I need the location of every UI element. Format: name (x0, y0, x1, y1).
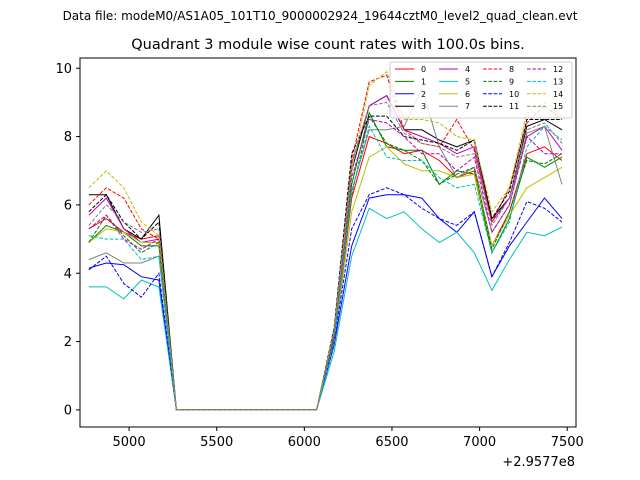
x-offset-label: +2.9577e8 (502, 455, 575, 470)
x-tick-label: 7500 (551, 435, 584, 450)
y-tick-label: 4 (64, 267, 72, 282)
y-tick-label: 8 (64, 130, 72, 145)
series-line-9 (88, 114, 563, 411)
x-tick-label: 7000 (463, 435, 496, 450)
series-line-13 (88, 124, 563, 411)
legend-label-8: 8 (509, 65, 514, 74)
series-line-14 (88, 70, 563, 411)
figure-suptitle: Data file: modeM0/AS1A05_101T10_90000029… (63, 9, 578, 23)
legend-label-15: 15 (553, 102, 563, 111)
y-tick-label: 10 (55, 62, 72, 77)
legend-label-9: 9 (509, 77, 514, 86)
x-tick-label: 5000 (113, 435, 146, 450)
legend-label-2: 2 (421, 90, 426, 99)
legend-label-6: 6 (465, 90, 470, 99)
y-tick-label: 6 (64, 198, 72, 213)
legend-label-14: 14 (553, 90, 563, 99)
legend-label-0: 0 (421, 65, 426, 74)
legend-frame (389, 61, 573, 119)
y-tick-label: 0 (64, 403, 72, 418)
legend-label-3: 3 (421, 102, 426, 111)
legend-label-4: 4 (465, 65, 470, 74)
x-tick-label: 6500 (375, 435, 408, 450)
series-line-15 (88, 101, 563, 411)
x-tick-label: 6000 (288, 435, 321, 450)
legend-label-5: 5 (465, 77, 470, 86)
y-axis: 0 2 4 6 8 10 (55, 62, 80, 418)
legend-label-12: 12 (553, 65, 563, 74)
series-line-5 (88, 207, 563, 411)
legend-label-10: 10 (509, 90, 519, 99)
legend-label-11: 11 (509, 102, 519, 111)
chart-title: Quadrant 3 module wise count rates with … (131, 37, 525, 53)
x-axis: 5000 5500 6000 6500 7000 7500 (113, 427, 584, 450)
legend-label-1: 1 (421, 77, 426, 86)
x-tick-label: 5500 (200, 435, 233, 450)
plot-lines (88, 70, 563, 411)
legend-label-13: 13 (553, 77, 563, 86)
legend-label-7: 7 (465, 102, 470, 111)
y-tick-label: 2 (64, 335, 72, 350)
plot-area (79, 57, 577, 428)
